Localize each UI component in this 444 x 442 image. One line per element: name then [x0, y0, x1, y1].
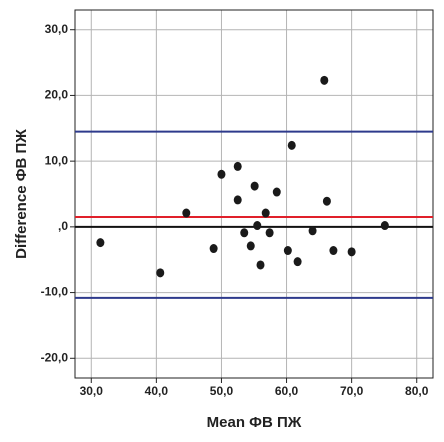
point	[253, 221, 262, 231]
x-axis-label: Mean ФВ ПЖ	[207, 414, 302, 431]
point	[265, 228, 274, 238]
point	[261, 208, 270, 218]
point	[322, 196, 331, 206]
point	[320, 75, 329, 85]
point	[347, 247, 356, 257]
point	[256, 260, 265, 270]
point	[233, 195, 242, 205]
y-tick-label: 10,0	[45, 153, 69, 167]
y-tick-label: ,0	[58, 219, 68, 233]
x-tick-label: 60,0	[275, 384, 299, 398]
point	[250, 181, 259, 191]
point	[96, 238, 105, 248]
y-tick-label: -10,0	[41, 285, 69, 299]
x-tick-label: 70,0	[340, 384, 364, 398]
point	[217, 169, 226, 179]
point	[293, 257, 302, 267]
point	[156, 268, 165, 278]
point	[283, 246, 292, 256]
point	[182, 208, 191, 218]
x-tick-label: 80,0	[405, 384, 429, 398]
plot-frame	[74, 9, 434, 379]
point	[240, 228, 249, 238]
point	[272, 187, 281, 197]
point	[329, 246, 338, 256]
point	[209, 244, 218, 254]
y-axis-label: Difference ФВ ПЖ	[13, 129, 30, 259]
point	[233, 161, 242, 171]
point	[287, 140, 296, 150]
point	[380, 221, 389, 231]
x-tick-label: 50,0	[210, 384, 234, 398]
x-tick-label: 40,0	[145, 384, 169, 398]
y-tick-label: -20,0	[41, 350, 69, 364]
point	[308, 226, 317, 236]
x-tick-label: 30,0	[80, 384, 104, 398]
y-tick-label: 30,0	[45, 22, 69, 36]
y-tick-label: 20,0	[45, 88, 69, 102]
point	[246, 241, 255, 251]
